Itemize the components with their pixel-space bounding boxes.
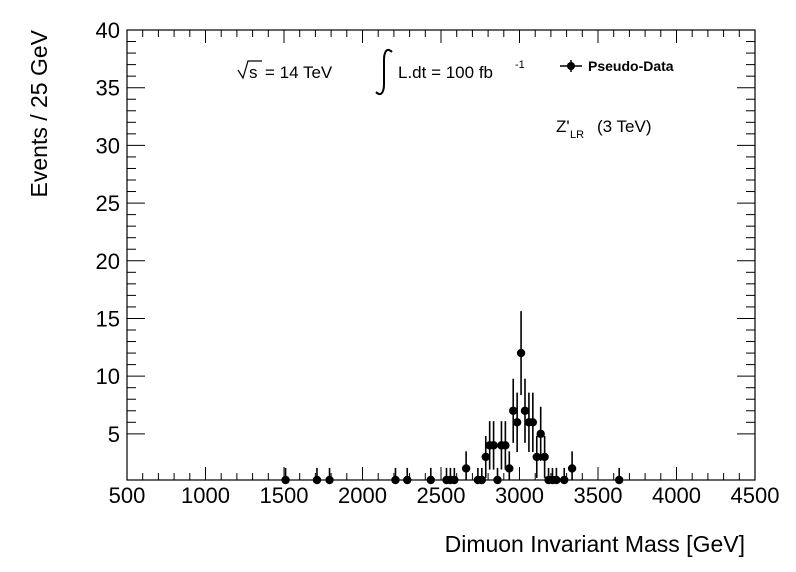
data-point — [552, 475, 561, 485]
legend-label: Pseudo-Data — [588, 58, 674, 74]
data-point — [481, 452, 490, 462]
model-annotation: Z' LR (3 TeV) — [556, 117, 652, 141]
data-point — [560, 475, 569, 485]
y-tick-label: 5 — [108, 422, 120, 447]
legend: Pseudo-Data — [560, 58, 674, 74]
data-point — [501, 441, 510, 450]
data-point — [536, 429, 545, 439]
y-tick-label: 15 — [96, 306, 120, 331]
x-tick-label: 4000 — [652, 483, 701, 508]
luminosity-label: L.dt = 100 fb — [398, 63, 493, 82]
y-tick-label: 30 — [96, 133, 120, 158]
data-point — [509, 406, 518, 415]
x-tick-label: 1500 — [260, 483, 309, 508]
data-point — [450, 475, 459, 485]
data-point — [403, 475, 412, 485]
y-tick-label: 10 — [96, 364, 120, 389]
plot-frame — [126, 29, 756, 481]
data-point — [540, 452, 549, 462]
pseudo-data-series — [281, 311, 624, 485]
y-tick-label: 25 — [96, 191, 120, 216]
energy-label: = 14 TeV — [265, 63, 333, 82]
x-tick-label: 3000 — [495, 483, 544, 508]
x-tick-label: 2000 — [338, 483, 387, 508]
data-point — [520, 406, 530, 415]
y-axis-ticks — [127, 29, 755, 435]
y-axis-tick-labels: 5 10 15 20 25 30 35 40 — [96, 18, 120, 447]
model-subscript: LR — [570, 129, 584, 141]
radical-sign-icon — [237, 60, 262, 80]
data-point — [516, 348, 526, 358]
sqrt-s-annotation: s = 14 TeV — [237, 60, 333, 82]
data-point — [461, 464, 471, 473]
x-axis-title: Dimuon Invariant Mass [GeV] — [445, 531, 745, 557]
model-mass: (3 TeV) — [597, 117, 652, 136]
sqrt-s-symbol: s — [249, 63, 258, 82]
legend-marker-icon — [567, 62, 575, 70]
data-point — [426, 475, 435, 485]
data-point — [281, 475, 290, 485]
data-point — [391, 475, 400, 485]
x-tick-label: 2500 — [417, 483, 466, 508]
x-tick-label: 500 — [109, 483, 146, 508]
data-point — [489, 441, 498, 450]
x-axis-tick-labels: 500 1000 1500 2000 2500 3000 3500 4000 4500 — [109, 483, 780, 508]
data-point — [312, 475, 322, 485]
x-tick-label: 3500 — [574, 483, 623, 508]
data-point — [528, 418, 538, 427]
data-point — [614, 475, 624, 485]
data-point — [532, 452, 541, 462]
data-point — [477, 475, 487, 485]
data-point — [512, 418, 522, 427]
data-point — [505, 464, 514, 473]
y-tick-label: 20 — [96, 249, 120, 274]
data-point — [567, 464, 577, 473]
x-axis-ticks — [126, 30, 756, 480]
integral-sign-icon — [375, 48, 393, 96]
luminosity-annotation: L.dt = 100 fb -1 — [375, 48, 525, 96]
model-base: Z' — [556, 117, 570, 136]
y-tick-label: 40 — [96, 18, 120, 43]
x-tick-label: 4500 — [731, 483, 780, 508]
y-axis-title: Events / 25 GeV — [26, 29, 52, 197]
x-tick-label: 1000 — [181, 483, 230, 508]
y-tick-label: 35 — [96, 76, 120, 101]
data-point — [493, 475, 502, 485]
data-point — [325, 475, 334, 485]
luminosity-exponent: -1 — [515, 59, 525, 71]
